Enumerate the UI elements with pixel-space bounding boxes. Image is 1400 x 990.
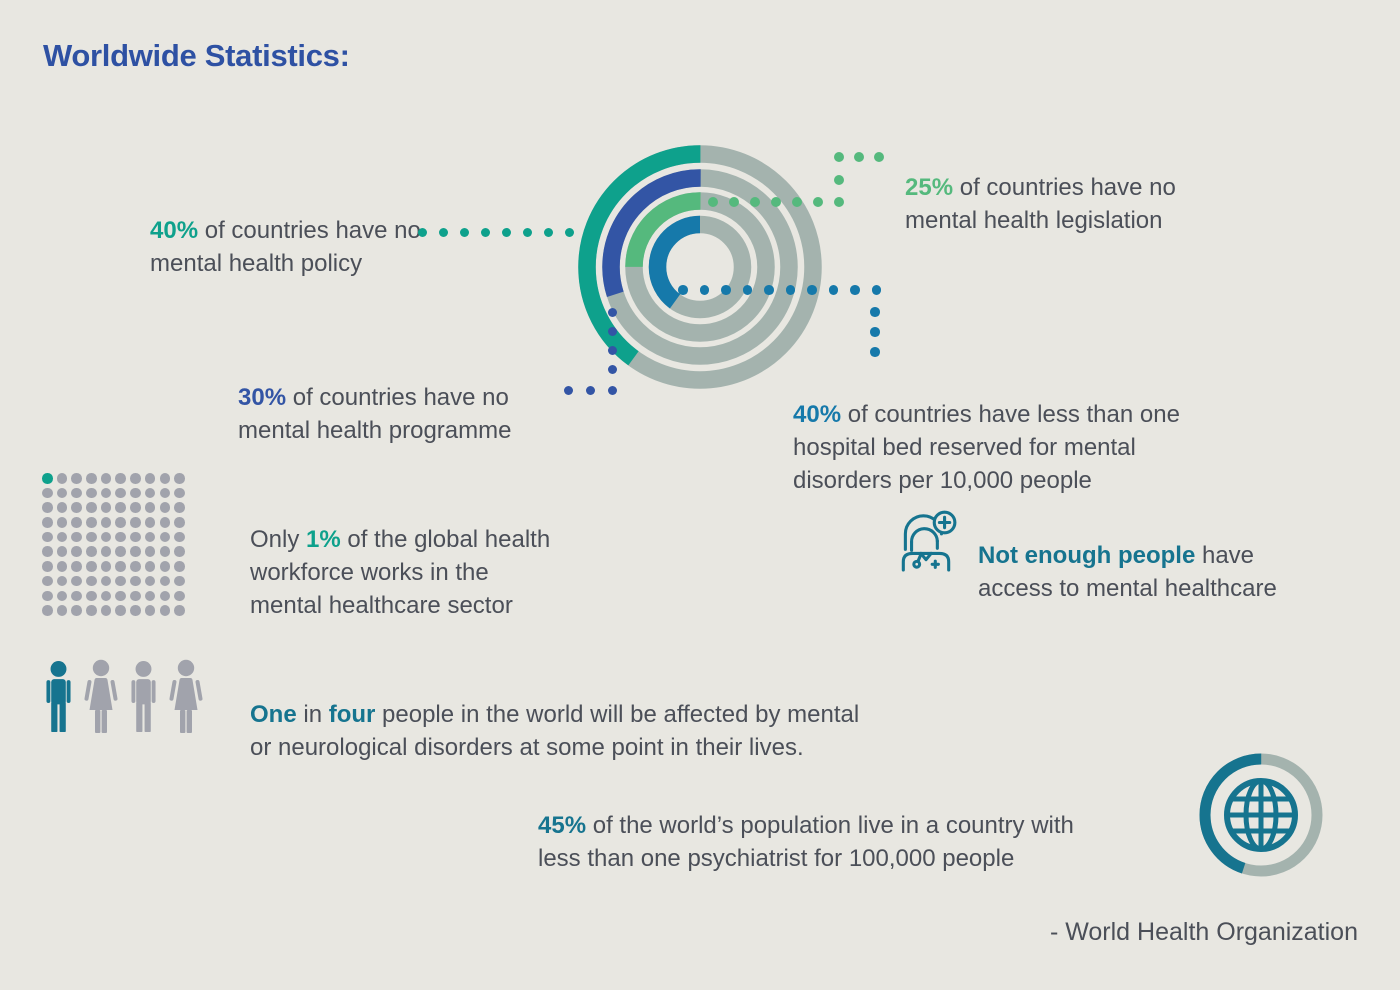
- connector-programme-horizontal: [564, 386, 617, 395]
- female-person-icon: [84, 659, 118, 733]
- doctor-coat: [901, 551, 951, 572]
- donut-rings-chart: [578, 145, 822, 389]
- connector-programme-vertical: [608, 308, 617, 374]
- stat-legislation: 25% of countries have no mental health l…: [905, 138, 1176, 237]
- stat-four: four: [328, 701, 376, 728]
- male-person-icon: [131, 661, 156, 733]
- doctor-hair-sides: [910, 539, 939, 552]
- stat-beds-value: 40%: [793, 401, 842, 428]
- connector-legislation-corner: [834, 175, 844, 185]
- globe-ring-progress: [1199, 753, 1323, 877]
- stat-access: Not enough people have access to mental …: [978, 506, 1277, 605]
- stat-psychiatrist-value: 45%: [538, 812, 587, 839]
- stat-in: in: [296, 701, 329, 728]
- connector-legislation-upper: [834, 152, 884, 162]
- stat-workforce-value: 1%: [306, 526, 341, 553]
- doctor-stethoscope-chestpiece: [912, 559, 922, 569]
- connector-legislation-lower: [708, 197, 844, 207]
- connector-beds-vertical: [870, 307, 880, 357]
- stat-legislation-value: 25%: [905, 174, 954, 201]
- stat-beds: 40% of countries have less than one hosp…: [793, 365, 1180, 497]
- stat-workforce-text: of the global health workforce works in …: [250, 526, 551, 619]
- stat-psychiatrist-text: of the world’s population live in a coun…: [538, 812, 1074, 872]
- female-doctor-icon: [901, 510, 957, 572]
- stat-policy-text: of countries have no mental health polic…: [150, 217, 421, 277]
- globe-wireframe: [1224, 778, 1298, 852]
- stat-psychiatrist: 45% of the world’s population live in a …: [538, 776, 1074, 875]
- connector-beds-horizontal: [678, 285, 881, 295]
- attribution: - World Health Organization: [1049, 918, 1358, 946]
- doctor-collar: [919, 551, 933, 562]
- stat-access-bold: Not enough people: [978, 542, 1196, 569]
- workforce-dot-grid: [42, 473, 185, 616]
- stat-programme-text: of countries have no mental health progr…: [238, 384, 512, 444]
- stat-policy-value: 40%: [150, 217, 199, 244]
- connector-policy: [418, 228, 574, 237]
- people-pictograms: [42, 659, 203, 743]
- stat-one: One: [250, 701, 297, 728]
- stat-one-in-four: One in four people in the world will be …: [250, 665, 859, 764]
- doctor-face: [910, 527, 939, 544]
- doctor-badge-cross: [937, 515, 952, 530]
- stat-programme: 30% of countries have no mental health p…: [238, 348, 511, 447]
- stat-beds-text: of countries have less than one hospital…: [793, 401, 1180, 494]
- stat-legislation-text: of countries have no mental health legis…: [905, 174, 1176, 234]
- female-person-icon: [169, 659, 203, 733]
- stat-programme-value: 30%: [238, 384, 287, 411]
- doctor-stethoscope-tube: [916, 552, 923, 563]
- stat-workforce: Only 1% of the global health workforce w…: [250, 490, 550, 622]
- globe-icon: [1199, 753, 1323, 877]
- stat-one-in-four-text: people in the world will be affected by …: [250, 701, 860, 761]
- doctor-pocket-cross: [930, 559, 940, 569]
- stat-policy: 40% of countries have no mental health p…: [150, 181, 421, 280]
- male-person-icon: [46, 661, 71, 733]
- page-title: Worldwide Statistics:: [43, 38, 350, 73]
- stat-access-text: have access to mental healthcare: [978, 542, 1277, 602]
- stat-workforce-prefix: Only: [250, 526, 307, 553]
